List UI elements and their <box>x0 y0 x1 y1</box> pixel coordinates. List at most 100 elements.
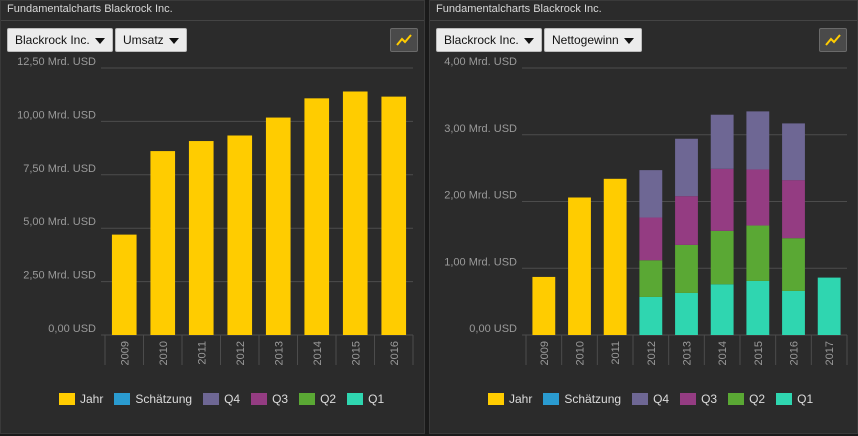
bar-jahr-2010 <box>568 197 591 335</box>
bar-q3-2014 <box>710 168 734 231</box>
chart-legend: Jahr Schätzung Q4 Q3 Q2 Q1 <box>59 391 395 407</box>
line-chart-toggle-button[interactable] <box>390 28 418 52</box>
bar-q2-2016 <box>782 238 805 291</box>
x-tick-label: 2012 <box>646 341 658 365</box>
x-tick-label: 2017 <box>824 341 836 365</box>
legend-label: Q3 <box>272 392 289 406</box>
legend-swatch <box>299 393 316 405</box>
y-tick-label: 10,00 Mrd. USD <box>17 109 96 121</box>
legend-label: Jahr <box>80 392 104 406</box>
legend-swatch <box>347 393 364 405</box>
legend-swatch <box>632 393 649 405</box>
title-divider <box>430 20 857 21</box>
bar-q4-2014 <box>710 114 734 169</box>
metric-select-value: Nettogewinn <box>552 33 619 47</box>
caret-down-icon <box>523 38 534 44</box>
revenue-bar-chart: 0,00 USD 2,50 Mrd. USD 5,00 Mrd. USD 7,50 M… <box>17 57 414 365</box>
bar-jahr-2014 <box>304 98 330 335</box>
y-tick-label: 2,50 Mrd. USD <box>23 270 96 282</box>
legend-item-q4[interactable]: Q4 <box>203 392 240 406</box>
caret-down-icon <box>168 38 179 44</box>
legend-swatch <box>251 393 268 405</box>
bar-q2-2015 <box>746 225 770 281</box>
bar-q1-2013 <box>675 292 698 335</box>
bar-jahr-2011 <box>188 141 214 335</box>
bar-q1-2014 <box>710 284 734 335</box>
legend-label: Jahr <box>509 392 533 406</box>
y-tick-label: 4,00 Mrd. USD <box>444 57 517 68</box>
legend-item-q2[interactable]: Q2 <box>728 392 765 406</box>
y-tick-label: 5,00 Mrd. USD <box>23 216 96 228</box>
line-chart-icon <box>396 34 412 46</box>
legend-swatch <box>114 393 131 405</box>
bar-jahr-2015 <box>342 91 368 335</box>
y-tick-label: 2,00 Mrd. USD <box>444 190 517 202</box>
right-chart-panel: Fundamentalcharts Blackrock Inc. Blackro… <box>429 0 858 434</box>
legend-item-q1[interactable]: Q1 <box>347 392 384 406</box>
bar-q4-2015 <box>746 111 770 170</box>
left-chart-panel: Fundamentalcharts Blackrock Inc. Blackro… <box>0 0 425 434</box>
metric-select[interactable]: Umsatz <box>115 28 187 52</box>
x-tick-label: 2013 <box>682 341 694 365</box>
legend-item-q3[interactable]: Q3 <box>680 392 717 406</box>
legend-item-q3[interactable]: Q3 <box>251 392 288 406</box>
legend-item-q1[interactable]: Q1 <box>776 392 813 406</box>
legend-item-jahr[interactable]: Jahr <box>488 392 532 406</box>
bar-q4-2013 <box>675 138 698 197</box>
chart-legend: Jahr Schätzung Q4 Q3 Q2 Q1 <box>488 391 824 407</box>
legend-label: Schätzung <box>564 392 622 406</box>
caret-down-icon <box>623 38 634 44</box>
legend-swatch <box>728 393 745 405</box>
legend-label: Q4 <box>224 392 241 406</box>
legend-swatch <box>680 393 697 405</box>
net-income-bar-chart: 0,00 USD 1,00 Mrd. USD 2,00 Mrd. USD 3,00 M… <box>444 57 848 365</box>
legend-item-q2[interactable]: Q2 <box>299 392 336 406</box>
bar-q2-2014 <box>710 230 734 285</box>
legend-item-schätzung[interactable]: Schätzung <box>543 392 621 406</box>
company-select[interactable]: Blackrock Inc. <box>436 28 542 52</box>
legend-item-q4[interactable]: Q4 <box>632 392 669 406</box>
bar-q2-2013 <box>675 244 698 293</box>
caret-down-icon <box>94 38 105 44</box>
bar-q3-2012 <box>639 217 663 261</box>
x-tick-label: 2012 <box>235 341 247 365</box>
line-chart-toggle-button[interactable] <box>819 28 847 52</box>
company-select-value: Blackrock Inc. <box>15 33 90 47</box>
x-tick-label: 2009 <box>539 341 551 365</box>
legend-item-jahr[interactable]: Jahr <box>59 392 103 406</box>
bar-jahr-2011 <box>603 178 627 335</box>
legend-label: Q3 <box>701 392 718 406</box>
y-tick-label: 7,50 Mrd. USD <box>23 163 96 175</box>
legend-label: Q2 <box>320 392 337 406</box>
bar-jahr-2013 <box>265 117 291 335</box>
x-tick-label: 2016 <box>389 341 401 365</box>
legend-label: Q1 <box>797 392 814 406</box>
y-tick-label: 0,00 USD <box>469 323 517 335</box>
bar-q1-2016 <box>782 290 805 335</box>
company-select-value: Blackrock Inc. <box>444 33 519 47</box>
metric-select[interactable]: Nettogewinn <box>544 28 642 52</box>
legend-item-schätzung[interactable]: Schätzung <box>114 392 192 406</box>
panel-title: Fundamentalcharts Blackrock Inc. <box>7 3 173 15</box>
company-select[interactable]: Blackrock Inc. <box>7 28 113 52</box>
legend-swatch <box>776 393 793 405</box>
bar-q1-2012 <box>639 296 663 335</box>
x-tick-label: 2016 <box>789 341 801 365</box>
bar-jahr-2009 <box>111 234 137 335</box>
y-tick-label: 0,00 USD <box>48 323 96 335</box>
legend-swatch <box>203 393 220 405</box>
legend-label: Schätzung <box>135 392 193 406</box>
bar-q3-2016 <box>782 180 805 239</box>
bar-q1-2015 <box>746 280 770 335</box>
y-tick-label: 12,50 Mrd. USD <box>17 57 96 68</box>
bar-jahr-2009 <box>532 276 556 335</box>
legend-swatch <box>488 393 504 405</box>
x-tick-label: 2009 <box>119 341 131 365</box>
legend-swatch <box>543 393 560 405</box>
x-tick-label: 2011 <box>196 341 208 365</box>
bar-jahr-2012 <box>227 135 253 335</box>
x-tick-label: 2015 <box>753 341 765 365</box>
bar-q3-2015 <box>746 169 770 226</box>
x-tick-label: 2011 <box>610 341 622 365</box>
line-chart-icon <box>825 34 841 46</box>
